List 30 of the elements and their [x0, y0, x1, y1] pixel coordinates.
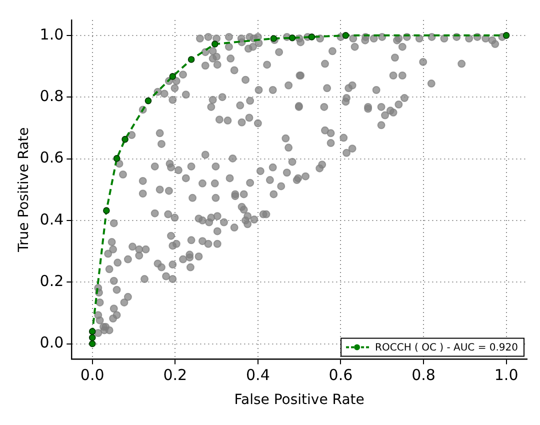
point	[88, 340, 96, 348]
point	[144, 97, 152, 104]
point	[211, 40, 218, 48]
point	[169, 73, 176, 80]
point	[502, 32, 510, 39]
point	[288, 34, 296, 42]
y-tick-label: 0.8	[40, 86, 64, 105]
x-tick-label: 0.0	[80, 366, 104, 384]
y-tick-label: 1.0	[40, 25, 64, 44]
y-tick-label: 0.6	[40, 148, 64, 167]
legend-label: ROCCH ( OC ) - AUC = 0.920	[375, 342, 518, 354]
x-tick-label: 0.2	[163, 366, 188, 384]
point	[88, 328, 96, 335]
y-tick-label: 0.4	[40, 210, 64, 228]
x-tick-label: 0.8	[412, 366, 436, 384]
x-axis-title: False Positive Rate	[234, 392, 364, 408]
point	[122, 136, 128, 143]
point	[308, 34, 316, 40]
point	[342, 32, 350, 39]
point	[270, 35, 278, 42]
y-axis-title: True Positive Rate	[16, 127, 32, 253]
y-tick-label: 0.2	[40, 272, 64, 290]
x-tick-label: 1.0	[494, 366, 518, 384]
point	[113, 155, 120, 162]
x-tick-label: 0.4	[246, 366, 270, 384]
x-tick-label: 0.6	[328, 366, 353, 384]
y-tick-label: 0.0	[40, 334, 64, 352]
point	[103, 207, 110, 214]
point	[188, 56, 195, 63]
point	[88, 334, 96, 342]
